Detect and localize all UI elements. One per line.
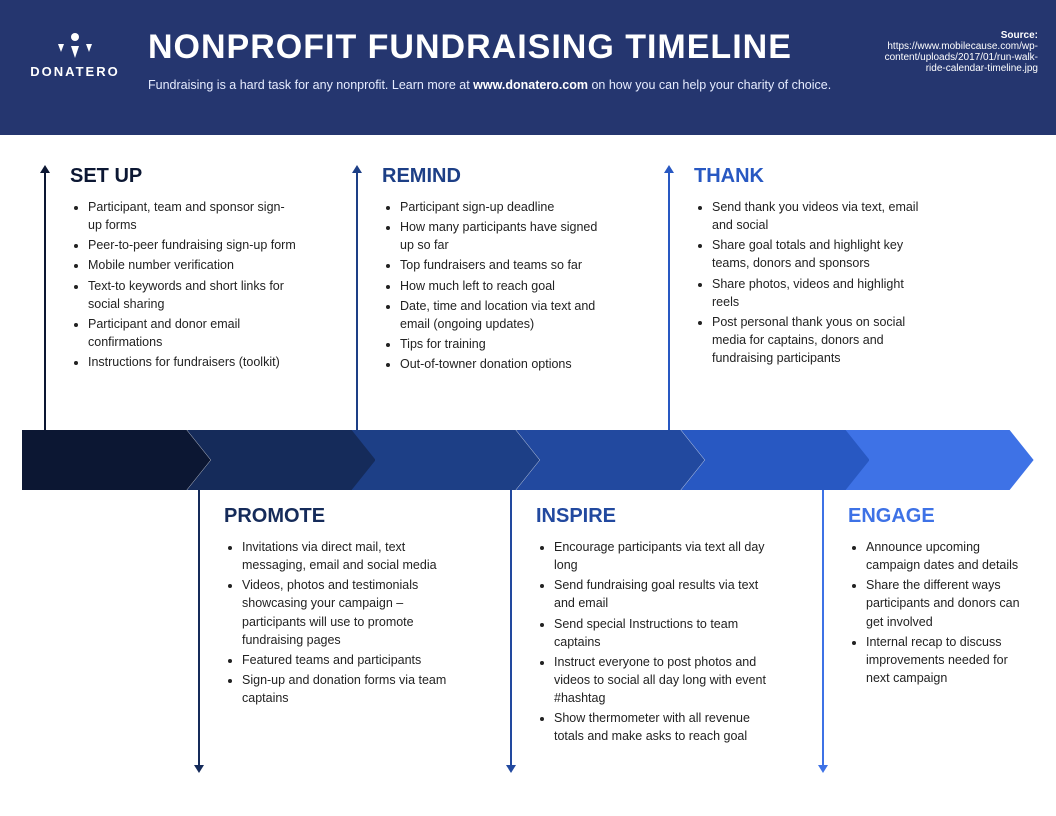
section-item: Videos, photos and testimonials showcasi…	[242, 576, 456, 649]
section-item: Encourage participants via text all day …	[554, 538, 768, 574]
section-list: Encourage participants via text all day …	[536, 538, 768, 745]
connector-line	[668, 173, 670, 430]
brand-block: DONATERO	[30, 30, 120, 79]
section-item: Share the different ways participants an…	[866, 576, 1020, 630]
section-item: Show thermometer with all revenue totals…	[554, 709, 768, 745]
section-item: Participant and donor email confirmation…	[88, 315, 297, 351]
section-list: Participant, team and sponsor sign-up fo…	[70, 198, 297, 371]
header: DONATERO NONPROFIT FUNDRAISING TIMELINE …	[0, 0, 1056, 135]
section-item: Send fundraising goal results via text a…	[554, 576, 768, 612]
section-item: Instructions for fundraisers (toolkit)	[88, 353, 297, 371]
timeline-chevron: 4-5 WeeksBefore Active Event	[187, 430, 376, 490]
section-title: THANK	[694, 165, 926, 188]
section-title: PROMOTE	[224, 505, 456, 528]
source-text: https://www.mobilecause.com/wp-content/u…	[885, 41, 1038, 74]
section-item: Top fundraisers and teams so far	[400, 256, 614, 274]
connector-line	[44, 173, 46, 430]
section: REMIND Participant sign-up deadline How ma…	[368, 165, 628, 375]
section-item: Sign-up and donation forms via team capt…	[242, 671, 456, 707]
donatero-logo-icon	[50, 30, 100, 58]
connector-line	[356, 173, 358, 430]
source-label: Source:	[1001, 30, 1038, 41]
section: SET UP Participant, team and sponsor sign…	[56, 165, 311, 373]
connector-line	[510, 490, 512, 765]
timeline: 2-3 MonthsBefore Active Event4-5 WeeksBe…	[22, 430, 1034, 490]
subtitle-pre: Fundraising is a hard task for any nonpr…	[148, 78, 473, 92]
section-title: INSPIRE	[536, 505, 768, 528]
section-item: Date, time and location via text and ema…	[400, 297, 614, 333]
source-citation: Source: https://www.mobilecause.com/wp-c…	[868, 30, 1038, 74]
section-item: Send special Instructions to team captai…	[554, 615, 768, 651]
timeline-chevron: 1-3 DaysDay of Active Event	[681, 430, 870, 490]
section-item: Featured teams and participants	[242, 651, 456, 669]
section-item: How much left to reach goal	[400, 277, 614, 295]
section-item: Announce upcoming campaign dates and det…	[866, 538, 1020, 574]
timeline-chevron: 1-7 DaysBefore Active Event	[351, 430, 540, 490]
section-title: SET UP	[70, 165, 297, 188]
section-item: Share goal totals and highlight key team…	[712, 236, 926, 272]
section-title: REMIND	[382, 165, 614, 188]
timeline-chevron: 1-2 WeeksAfter Active Event	[845, 430, 1034, 490]
section-list: Invitations via direct mail, text messag…	[224, 538, 456, 707]
section-item: Share photos, videos and highlight reels	[712, 275, 926, 311]
section-title: ENGAGE	[848, 505, 1020, 528]
section-item: Internal recap to discuss improvements n…	[866, 633, 1020, 687]
section-item: Participant sign-up deadline	[400, 198, 614, 216]
subtitle-post: on how you can help your charity of choi…	[588, 78, 831, 92]
section-item: Peer-to-peer fundraising sign-up form	[88, 236, 297, 254]
section: ENGAGE Announce upcoming campaign dates a…	[834, 505, 1034, 689]
section: PROMOTE Invitations via direct mail, text…	[210, 505, 470, 709]
section-item: Invitations via direct mail, text messag…	[242, 538, 456, 574]
section: THANK Send thank you videos via text, ema…	[680, 165, 940, 369]
section-item: Send thank you videos via text, email an…	[712, 198, 926, 234]
section-item: Out-of-towner donation options	[400, 355, 614, 373]
connector-line	[198, 490, 200, 765]
timeline-chevron: LIVEDay of Active Event	[516, 430, 705, 490]
timeline-chevron: 2-3 MonthsBefore Active Event	[22, 430, 211, 490]
section-item: Participant, team and sponsor sign-up fo…	[88, 198, 297, 234]
section-list: Participant sign-up deadline How many par…	[382, 198, 614, 373]
section-item: How many participants have signed up so …	[400, 218, 614, 254]
section-item: Post personal thank yous on social media…	[712, 313, 926, 367]
content-area: SET UP Participant, team and sponsor sign…	[0, 135, 1056, 816]
section-item: Tips for training	[400, 335, 614, 353]
section-item: Instruct everyone to post photos and vid…	[554, 653, 768, 707]
subtitle-url: www.donatero.com	[473, 78, 588, 92]
section-list: Announce upcoming campaign dates and det…	[848, 538, 1020, 687]
section-list: Send thank you videos via text, email an…	[694, 198, 926, 367]
section: INSPIRE Encourage participants via text a…	[522, 505, 782, 747]
connector-line	[822, 490, 824, 765]
brand-name: DONATERO	[30, 64, 119, 79]
section-item: Text-to keywords and short links for soc…	[88, 277, 297, 313]
page-subtitle: Fundraising is a hard task for any nonpr…	[148, 78, 1026, 92]
section-item: Mobile number verification	[88, 256, 297, 274]
